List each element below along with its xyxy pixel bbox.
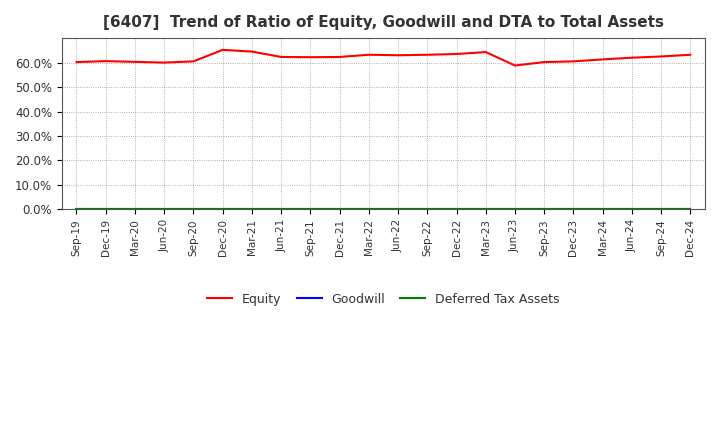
Goodwill [423,207,431,212]
Goodwill [452,207,461,212]
Deferred Tax Assets [628,207,636,212]
Equity [102,59,110,64]
Equity [628,55,636,60]
Goodwill [276,207,285,212]
Goodwill [218,207,227,212]
Deferred Tax Assets [394,207,402,212]
Equity [686,52,695,57]
Equity [452,51,461,57]
Goodwill [130,207,139,212]
Goodwill [336,207,344,212]
Equity [218,47,227,52]
Equity [364,52,373,57]
Deferred Tax Assets [218,207,227,212]
Goodwill [628,207,636,212]
Equity [160,60,168,65]
Goodwill [306,207,315,212]
Equity [657,54,665,59]
Goodwill [510,207,519,212]
Equity [306,55,315,60]
Deferred Tax Assets [423,207,431,212]
Equity [423,52,431,57]
Equity [540,59,549,65]
Equity [72,59,81,65]
Equity [482,49,490,55]
Deferred Tax Assets [686,207,695,212]
Goodwill [686,207,695,212]
Deferred Tax Assets [130,207,139,212]
Equity [336,54,344,59]
Deferred Tax Assets [364,207,373,212]
Goodwill [540,207,549,212]
Goodwill [657,207,665,212]
Equity [189,59,198,64]
Goodwill [394,207,402,212]
Equity [276,54,285,59]
Goodwill [364,207,373,212]
Goodwill [72,207,81,212]
Goodwill [482,207,490,212]
Goodwill [248,207,256,212]
Line: Equity: Equity [76,50,690,66]
Deferred Tax Assets [336,207,344,212]
Equity [130,59,139,65]
Deferred Tax Assets [510,207,519,212]
Title: [6407]  Trend of Ratio of Equity, Goodwill and DTA to Total Assets: [6407] Trend of Ratio of Equity, Goodwil… [103,15,664,30]
Goodwill [102,207,110,212]
Deferred Tax Assets [452,207,461,212]
Equity [248,49,256,54]
Deferred Tax Assets [276,207,285,212]
Deferred Tax Assets [540,207,549,212]
Goodwill [160,207,168,212]
Deferred Tax Assets [160,207,168,212]
Goodwill [189,207,198,212]
Deferred Tax Assets [569,207,577,212]
Equity [394,53,402,58]
Legend: Equity, Goodwill, Deferred Tax Assets: Equity, Goodwill, Deferred Tax Assets [202,288,564,311]
Deferred Tax Assets [189,207,198,212]
Deferred Tax Assets [306,207,315,212]
Goodwill [569,207,577,212]
Deferred Tax Assets [248,207,256,212]
Goodwill [598,207,607,212]
Deferred Tax Assets [598,207,607,212]
Deferred Tax Assets [102,207,110,212]
Deferred Tax Assets [482,207,490,212]
Equity [510,63,519,68]
Deferred Tax Assets [657,207,665,212]
Equity [569,59,577,64]
Deferred Tax Assets [72,207,81,212]
Equity [598,57,607,62]
